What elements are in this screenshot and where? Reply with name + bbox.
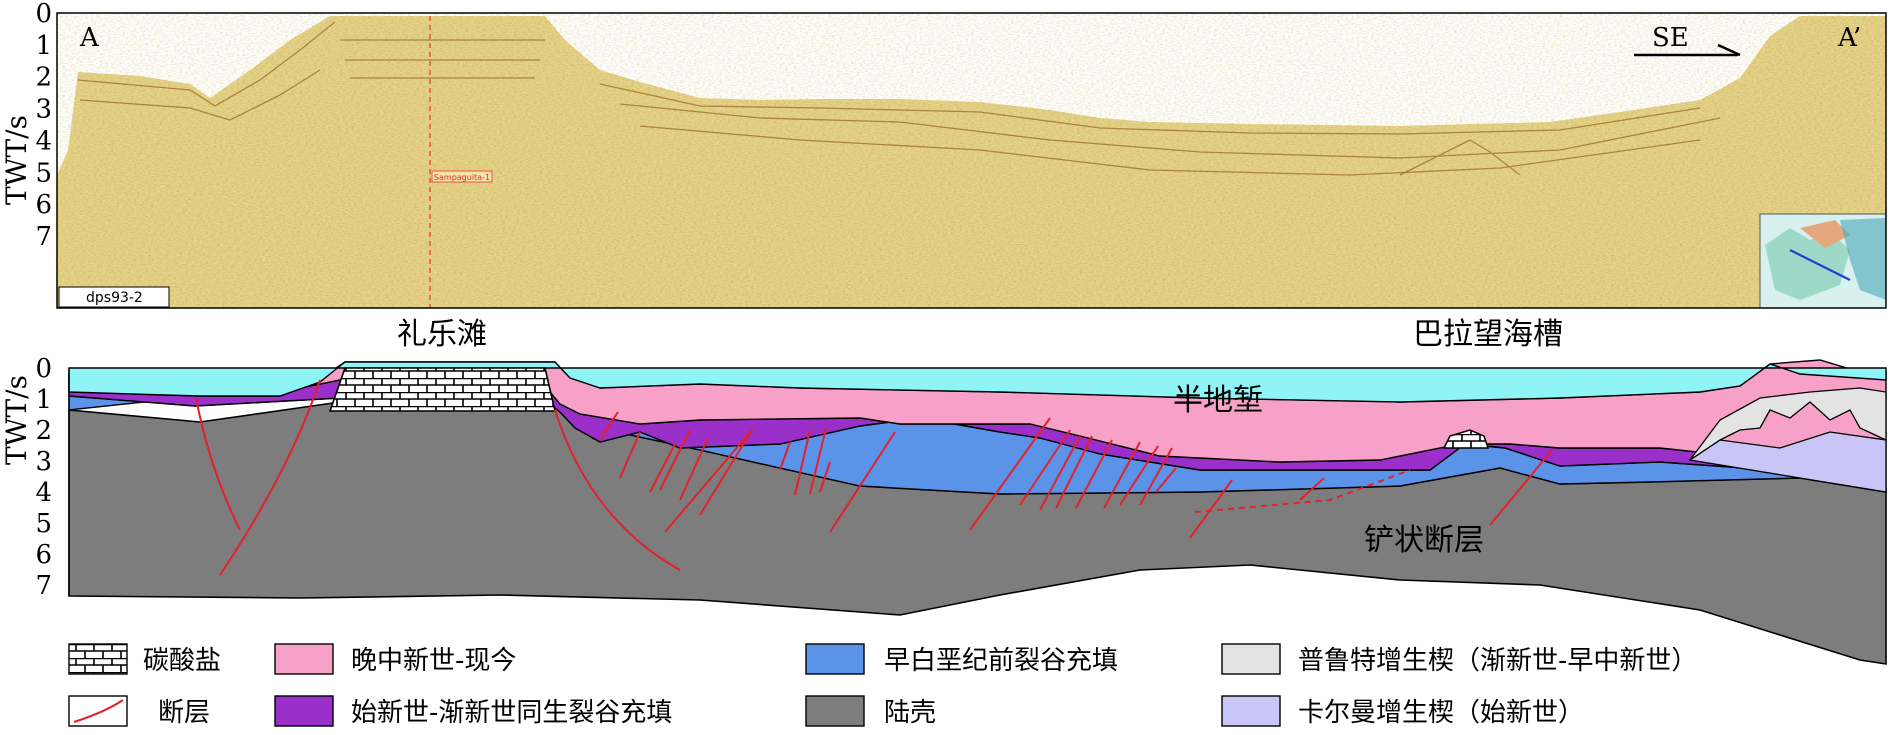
legend-label-kalman-wedge: 卡尔曼增生楔（始新世） — [1298, 698, 1584, 728]
interpretation-y-tick-label: 2 — [35, 416, 52, 446]
legend-swatch-prut-wedge — [1221, 643, 1281, 675]
seismic-y-tick-label: 1 — [35, 31, 52, 61]
legend-label-prerift: 早白垩纪前裂谷充填 — [884, 646, 1118, 676]
legend-item-kalman-wedge: 卡尔曼增生楔（始新世） — [1221, 695, 1584, 728]
section-start-label: A — [79, 23, 100, 53]
interpretation-y-tick-label: 0 — [35, 354, 52, 384]
interpretation-y-tick-label: 1 — [35, 385, 52, 415]
seismic-y-tick-label: 2 — [35, 63, 52, 93]
legend: 碳酸盐 断层 晚中新世-现今 始新世-渐新世同生裂谷充填 早白垩纪前裂谷充填 陆… — [68, 643, 1697, 728]
legend-label-carbonate: 碳酸盐 — [143, 646, 221, 676]
half-graben-label: 半地堑 — [1173, 383, 1263, 418]
line-name-box — [58, 286, 170, 308]
place-label-left: 礼乐滩 — [397, 317, 487, 352]
legend-item-crust: 陆壳 — [805, 695, 936, 728]
place-label-right: 巴拉望海槽 — [1413, 317, 1563, 352]
location-inset-map — [1759, 213, 1886, 308]
legend-swatch-crust — [805, 695, 865, 727]
dome-carbonate — [1442, 429, 1490, 449]
interpretation-y-axis-label: TWT/s — [0, 375, 33, 465]
legend-swatch-synrift — [274, 695, 334, 727]
direction-arrow-icon — [1634, 43, 1741, 57]
legend-swatch-carbonate — [68, 643, 128, 675]
legend-label-prut-wedge: 普鲁特增生楔（渐新世-早中新世） — [1298, 646, 1697, 676]
legend-swatch-prerift — [805, 643, 865, 675]
seismic-y-tick-label: 7 — [35, 222, 52, 252]
legend-item-prerift: 早白垩纪前裂谷充填 — [805, 643, 1118, 676]
section-end-label: A’ — [1837, 23, 1861, 53]
seismic-y-tick-label: 5 — [35, 158, 52, 188]
kalman-wedge — [1688, 431, 1887, 493]
seismic-y-axis-label: TWT/s — [0, 115, 33, 205]
direction-label: SE — [1652, 23, 1689, 53]
interpretation-y-tick-label: 5 — [35, 509, 52, 539]
seismic-y-tick-label: 6 — [35, 190, 52, 220]
fault-lines — [195, 379, 1553, 576]
legend-item-carbonate: 碳酸盐 — [68, 643, 221, 676]
legend-label-synrift: 始新世-渐新世同生裂谷充填 — [351, 698, 672, 728]
legend-label-late-miocene: 晚中新世-现今 — [351, 646, 516, 676]
seismic-panel: Sampaguita-1 dps93-2 A A’ SE TWT/s 01234… — [0, 0, 1887, 309]
listric-fault-label: 铲状断层 — [1364, 523, 1484, 558]
well-label-box — [431, 170, 493, 183]
interpretation-y-tick-label: 6 — [35, 540, 52, 570]
legend-label-fault: 断层 — [158, 698, 210, 728]
fault-line-icon — [73, 699, 124, 723]
legend-item-late-miocene: 晚中新世-现今 — [274, 643, 516, 676]
seismic-y-tick-label: 4 — [35, 126, 52, 156]
legend-swatch-kalman-wedge — [1221, 695, 1281, 727]
interpretation-y-tick-label: 7 — [35, 571, 52, 601]
line-name: dps93-2 — [86, 290, 143, 306]
carbonate-platform — [328, 367, 557, 412]
legend-item-synrift: 始新世-渐新世同生裂谷充填 — [274, 695, 672, 728]
prut-wedge — [1689, 387, 1887, 461]
well-label: Sampaguita-1 — [434, 173, 490, 182]
seismic-reflectors — [77, 21, 1721, 176]
interpretation-y-tick-label: 4 — [35, 478, 52, 508]
water-column — [68, 361, 1887, 403]
legend-item-fault: 断层 — [68, 695, 210, 728]
seismic-y-tick-label: 0 — [35, 0, 52, 29]
legend-item-prut-wedge: 普鲁特增生楔（渐新世-早中新世） — [1221, 643, 1697, 676]
legend-swatch-late-miocene — [274, 643, 334, 675]
seismic-y-tick-label: 3 — [35, 95, 52, 125]
interpretation-y-tick-label: 3 — [35, 447, 52, 477]
legend-label-crust: 陆壳 — [884, 698, 936, 728]
